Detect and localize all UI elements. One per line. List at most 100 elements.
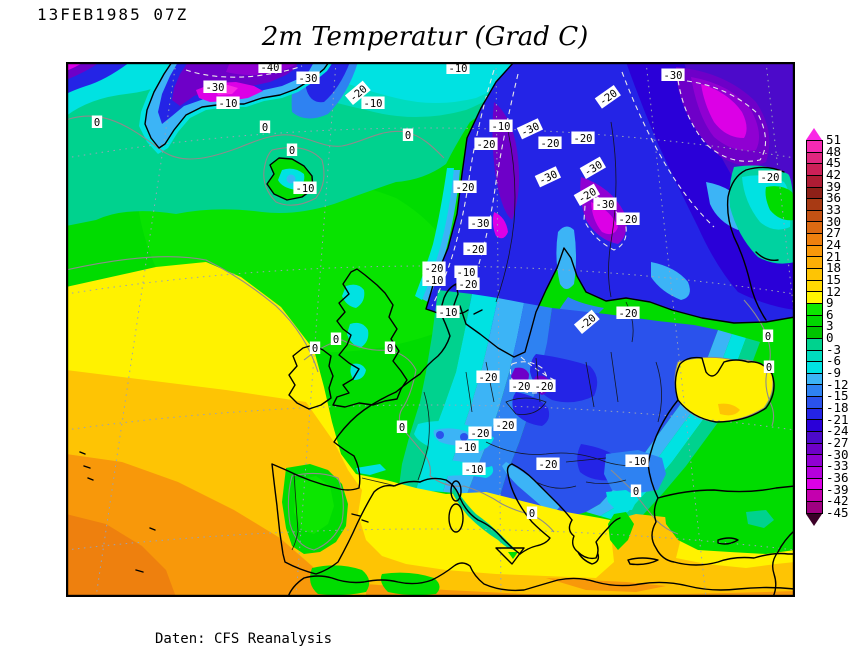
- colorbar-gradient: [806, 140, 823, 514]
- contour-label: -20: [758, 170, 782, 184]
- contour-label: -20: [422, 261, 446, 275]
- svg-text:-30: -30: [664, 70, 683, 82]
- svg-text:-20: -20: [459, 279, 478, 291]
- contour-label: 0: [384, 341, 396, 355]
- svg-text:0: 0: [633, 486, 639, 498]
- colorbar-tick: -3: [826, 341, 842, 357]
- colorbar-tick: -12: [826, 376, 849, 392]
- contour-label: -20: [509, 379, 533, 393]
- svg-text:-10: -10: [296, 183, 315, 195]
- contour-label: -20: [571, 131, 595, 145]
- colorbar-tick: -45: [826, 504, 849, 520]
- attribution-data-source: Daten: CFS Reanalysis: [155, 631, 333, 647]
- svg-text:-30: -30: [299, 73, 318, 85]
- svg-text:-20: -20: [477, 139, 496, 151]
- contour-label: 0: [286, 143, 298, 157]
- map-svg: -40-30-30-100 00-10-10-20-100-10-20-30-20…: [66, 62, 795, 597]
- contour-label: 0: [330, 332, 342, 346]
- svg-text:0: 0: [289, 145, 295, 157]
- contour-label: -20: [456, 277, 480, 291]
- contour-label: -10: [455, 440, 479, 454]
- svg-text:-10: -10: [492, 121, 511, 133]
- svg-text:-30: -30: [596, 199, 615, 211]
- colorbar-tick: 0: [826, 330, 834, 346]
- contour-label: -10: [462, 462, 486, 476]
- colorbar-tick: 27: [826, 225, 842, 241]
- colorbar-tick: 51: [826, 132, 842, 147]
- svg-text:-10: -10: [439, 307, 458, 319]
- contour-label: -10: [293, 181, 317, 195]
- colorbar-tick: 39: [826, 178, 842, 194]
- colorbar-tick: -36: [826, 470, 849, 486]
- contour-label: -20: [476, 370, 500, 384]
- colorbar-tick: -6: [826, 353, 842, 369]
- colorbar-tick: 15: [826, 271, 842, 287]
- contour-label: -30: [468, 216, 492, 230]
- colorbar-arrow-down-icon: [806, 513, 822, 526]
- contour-label: -30: [296, 71, 320, 85]
- contour-label: 0: [402, 128, 414, 142]
- colorbar-tick: -33: [826, 458, 849, 474]
- colorbar-tick: 18: [826, 260, 842, 276]
- colorbar-tick: -30: [826, 446, 849, 462]
- contour-label: -20: [616, 306, 640, 320]
- svg-text:0: 0: [387, 343, 393, 355]
- svg-text:0: 0: [765, 331, 771, 343]
- svg-text:-10: -10: [425, 275, 444, 287]
- contour-label: -10: [216, 96, 240, 110]
- svg-text:-10: -10: [449, 63, 468, 75]
- svg-text:-20: -20: [496, 420, 515, 432]
- contour-label: -20: [616, 212, 640, 226]
- svg-text:-20: -20: [541, 138, 560, 150]
- colorbar-tick: 24: [826, 236, 842, 252]
- map-frame: [66, 62, 795, 597]
- colorbar-tick: -39: [826, 481, 849, 497]
- colorbar-tick: 45: [826, 155, 842, 171]
- contour-label: -20: [463, 242, 487, 256]
- svg-text:0: 0: [405, 130, 411, 142]
- colorbar-tick: 48: [826, 143, 842, 159]
- colorbar-arrow-up-icon: [806, 128, 822, 140]
- contour-label: -20: [474, 137, 498, 151]
- colorbar-tick: 42: [826, 166, 842, 182]
- svg-text:-20: -20: [471, 428, 490, 440]
- contour-label: -20: [532, 379, 556, 393]
- contour-label: -10: [422, 273, 446, 287]
- contour-label: 0: [762, 329, 774, 343]
- svg-text:0: 0: [312, 343, 318, 355]
- contour-label: -10: [489, 119, 513, 133]
- contour-label: 0: [763, 360, 775, 374]
- colorbar-tick: 36: [826, 190, 842, 206]
- svg-text:-10: -10: [465, 464, 484, 476]
- svg-text:0: 0: [529, 508, 535, 520]
- run-datetime: 13FEB1985 07Z: [37, 5, 189, 24]
- contour-label: 0: [259, 120, 271, 134]
- colorbar-tick: 12: [826, 283, 842, 299]
- colorbar-tick: -27: [826, 435, 849, 451]
- contour-label: -30: [593, 197, 617, 211]
- svg-text:-20: -20: [619, 214, 638, 226]
- svg-text:-20: -20: [535, 381, 554, 393]
- svg-text:0: 0: [399, 422, 405, 434]
- svg-text:-20: -20: [466, 244, 485, 256]
- colorbar-tick: -24: [826, 423, 849, 439]
- colorbar-tick: -9: [826, 365, 842, 381]
- contour-label: 0: [630, 484, 642, 498]
- coastlines: [79, 62, 795, 597]
- colorbar-tick: 6: [826, 306, 834, 322]
- contour-label: -30: [203, 80, 227, 94]
- contour-label: 0: [396, 420, 408, 434]
- contour-label: -20: [453, 180, 477, 194]
- svg-text:-10: -10: [457, 267, 476, 279]
- colorbar-tick: 9: [826, 295, 834, 311]
- contours-dashed: [185, 65, 767, 394]
- svg-text:-10: -10: [364, 98, 383, 110]
- colorbar-legend: [806, 128, 823, 526]
- contour-label: -20: [538, 136, 562, 150]
- attribution: Daten: CFS Reanalysis (C) Wetterzentrale…: [155, 599, 332, 657]
- contour-label: 0: [91, 115, 103, 129]
- svg-text:0: 0: [94, 117, 100, 129]
- temperature-map: -40 -30 -30 -10 0 0 0 -10 -10 -20 -10 0 -10 -20 -30 -20…: [66, 62, 795, 597]
- contour-label: 0: [309, 341, 321, 355]
- svg-text:-10: -10: [219, 98, 238, 110]
